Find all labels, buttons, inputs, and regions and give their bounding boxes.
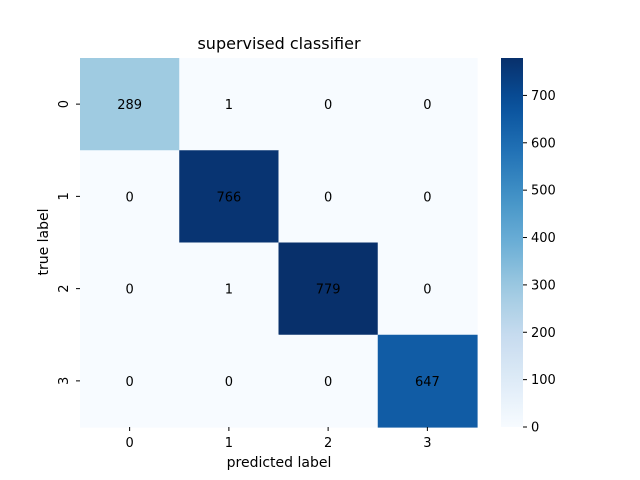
colorbar-tick-label-6: 600 [531, 136, 556, 151]
heatmap-annotations: 289 1 0 0 0 766 0 0 0 1 779 0 0 0 0 647 [117, 98, 440, 390]
cell-annotation-1-3: 0 [423, 190, 431, 205]
x-tick-label-2: 2 [324, 436, 332, 451]
cell-annotation-0-3: 0 [423, 98, 431, 113]
x-tick-label-3: 3 [423, 436, 431, 451]
cell-annotation-2-3: 0 [423, 283, 431, 298]
heatmap-cells [80, 58, 478, 428]
colorbar-tick-label-1: 100 [531, 373, 556, 388]
colorbar: 0 100 200 300 400 500 600 700 [501, 58, 556, 436]
cell-annotation-3-3: 647 [415, 375, 440, 390]
heatmap-cell-3-3 [377, 334, 478, 428]
colorbar-gradient [501, 58, 523, 427]
cell-annotation-3-2: 0 [324, 375, 332, 390]
heatmap-cell-1-3 [377, 150, 478, 244]
colorbar-tick-label-4: 400 [531, 231, 556, 246]
cell-annotation-1-1: 766 [216, 190, 241, 205]
chart-title: supervised classifier [197, 34, 360, 53]
cell-annotation-2-1: 1 [225, 283, 233, 298]
heatmap-cell-0-3 [377, 58, 478, 151]
heatmap-cell-3-1 [179, 334, 280, 428]
heatmap-cell-0-1 [179, 58, 280, 151]
cell-annotation-3-0: 0 [125, 375, 133, 390]
heatmap-cell-1-0 [80, 150, 180, 244]
heatmap-cell-3-0 [80, 334, 180, 428]
y-axis-ticks: 0 1 2 3 [57, 100, 80, 385]
heatmap-cell-2-2 [278, 242, 379, 336]
heatmap-cell-1-2 [278, 150, 379, 244]
cell-annotation-0-0: 289 [117, 98, 142, 113]
y-tick-label-1: 1 [57, 192, 72, 200]
y-tick-label-2: 2 [57, 284, 72, 292]
x-tick-label-0: 0 [125, 436, 133, 451]
cell-annotation-0-1: 1 [225, 98, 233, 113]
cell-annotation-1-2: 0 [324, 190, 332, 205]
y-tick-label-0: 0 [57, 100, 72, 108]
cell-annotation-2-2: 779 [316, 283, 341, 298]
x-axis-ticks: 0 1 2 3 [125, 427, 432, 451]
y-axis-label: true label [36, 208, 52, 275]
colorbar-tick-label-5: 500 [531, 184, 556, 199]
heatmap-cell-0-2 [278, 58, 379, 151]
colorbar-tick-label-7: 700 [531, 89, 556, 104]
colorbar-tick-label-0: 0 [531, 421, 539, 436]
x-axis-label: predicted label [227, 455, 332, 471]
cell-annotation-1-0: 0 [125, 190, 133, 205]
heatmap-cell-2-3 [377, 242, 478, 336]
heatmap-cell-2-1 [179, 242, 280, 336]
cell-annotation-2-0: 0 [125, 283, 133, 298]
y-tick-label-3: 3 [57, 377, 72, 385]
heatmap-cell-1-1 [179, 150, 280, 244]
x-tick-label-1: 1 [225, 436, 233, 451]
colorbar-tick-label-2: 200 [531, 326, 556, 341]
heatmap-cell-2-0 [80, 242, 180, 336]
heatmap-cell-3-2 [278, 334, 379, 428]
heatmap-cell-0-0 [80, 58, 180, 151]
cell-annotation-3-1: 0 [225, 375, 233, 390]
colorbar-tick-label-3: 300 [531, 278, 556, 293]
cell-annotation-0-2: 0 [324, 98, 332, 113]
